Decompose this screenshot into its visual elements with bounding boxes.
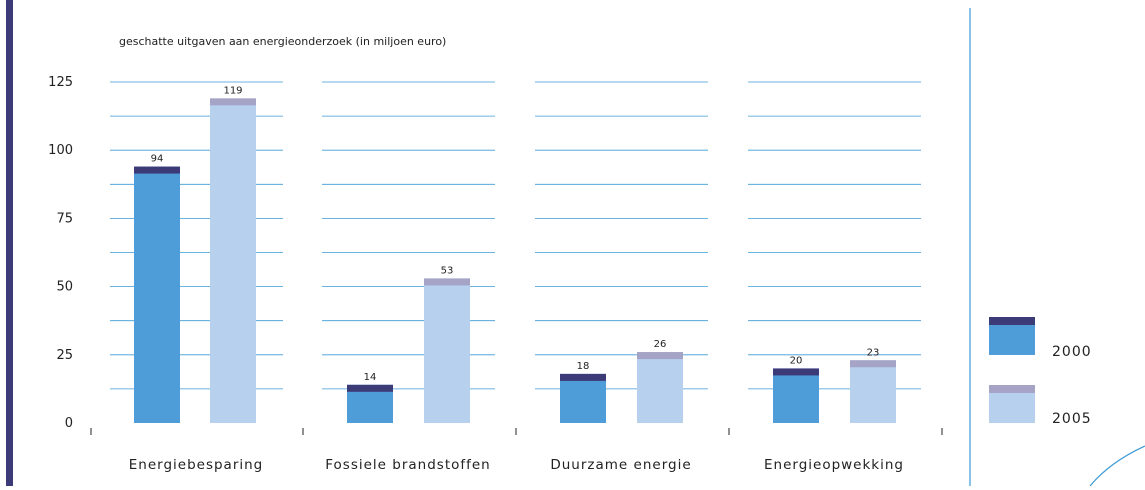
legend-swatch-cap-2005 xyxy=(989,385,1035,393)
bar-2000 xyxy=(560,373,606,423)
bar-2005 xyxy=(424,278,470,423)
chart-title: geschatte uitgaven aan energieonderzoek … xyxy=(119,35,446,48)
data-label: 26 xyxy=(654,339,667,350)
category-label: Fossiele brandstoffen xyxy=(325,457,491,473)
y-tick-label: 125 xyxy=(48,75,73,90)
y-tick-label: 25 xyxy=(56,348,73,363)
bar-cap-2000 xyxy=(560,373,606,381)
bar-cap-2000 xyxy=(134,166,180,174)
legend-label: 2005 xyxy=(1052,411,1092,427)
y-tick-label: 75 xyxy=(56,211,73,226)
bar-cap-2000 xyxy=(773,368,819,376)
y-tick-label: 0 xyxy=(65,416,73,431)
legend-swatch-cap-2000 xyxy=(989,317,1035,325)
data-label: 20 xyxy=(790,355,803,366)
bar-cap-2000 xyxy=(347,384,393,392)
data-label: 94 xyxy=(151,154,164,165)
bar-2005 xyxy=(850,360,896,423)
y-tick-label: 100 xyxy=(48,143,73,158)
left-accent-bar xyxy=(6,0,13,486)
category-label: Energieopwekking xyxy=(764,457,904,473)
data-label: 18 xyxy=(577,361,590,372)
category-label: Duurzame energie xyxy=(550,457,691,473)
bar-cap-2005 xyxy=(637,352,683,360)
bar-2005 xyxy=(210,98,256,424)
category-label: Energiebesparing xyxy=(129,457,264,473)
data-label: 53 xyxy=(441,265,454,276)
corner-arc-decoration xyxy=(1089,445,1145,487)
data-label: 14 xyxy=(364,372,377,383)
y-tick-label: 50 xyxy=(56,280,73,295)
bar-cap-2005 xyxy=(424,278,470,286)
data-label: 119 xyxy=(223,85,242,96)
bar-2005 xyxy=(637,352,683,423)
bar-2000 xyxy=(773,368,819,423)
data-label: 23 xyxy=(867,347,880,358)
bar-cap-2005 xyxy=(210,98,256,106)
bar-2000 xyxy=(134,166,180,423)
legend-label: 2000 xyxy=(1052,344,1092,360)
bar-cap-2005 xyxy=(850,360,896,368)
